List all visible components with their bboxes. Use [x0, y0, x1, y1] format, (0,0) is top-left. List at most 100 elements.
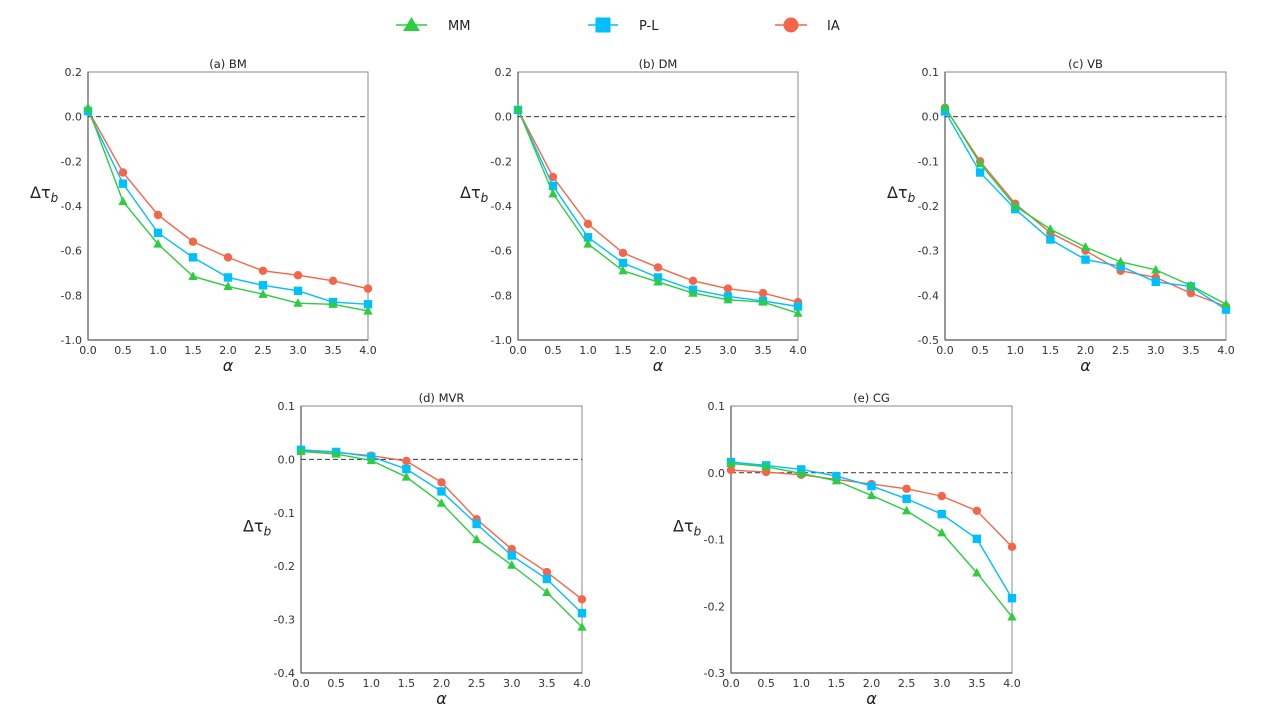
y-tick-label: -0.2 — [491, 155, 512, 168]
data-point — [975, 158, 985, 168]
panel-5: (e) CG0.10.0-0.1-0.2-0.30.0 0.5 1.0 1.5 2.0 2… — [673, 391, 1021, 708]
y-tick-label: -0.4 — [274, 667, 295, 680]
data-point — [1007, 594, 1017, 603]
data-point — [902, 484, 911, 493]
data-point — [188, 271, 198, 280]
x-tick-label: 0.5 — [327, 677, 345, 690]
data-point — [153, 228, 163, 237]
data-point — [507, 560, 517, 569]
data-point — [153, 238, 163, 248]
x-tick-label: 1.5 — [614, 344, 632, 357]
data-point — [866, 490, 877, 500]
data-point — [726, 465, 736, 475]
y-tick-label: 0.0 — [65, 111, 83, 124]
y-tick-label: -0.2 — [61, 155, 82, 168]
y-tick-label: -0.4 — [61, 200, 82, 213]
data-point — [653, 263, 663, 272]
data-point — [1221, 299, 1231, 308]
data-point — [972, 506, 982, 515]
x-tick-label: 3.0 — [503, 677, 521, 690]
x-tick-label: 0.0 — [292, 677, 310, 690]
data-point — [796, 468, 806, 478]
y-tick-label: -0.5 — [918, 334, 939, 347]
square-marker-icon — [595, 17, 611, 33]
data-point — [577, 595, 587, 604]
x-axis-label: α — [436, 689, 447, 708]
y-tick-label: 0.0 — [495, 111, 513, 124]
x-tick-label: 1.5 — [184, 344, 202, 357]
data-point — [902, 494, 911, 503]
data-point — [472, 534, 482, 544]
x-tick-label: 1.0 — [793, 677, 811, 690]
data-point — [577, 622, 587, 631]
series-mm — [513, 103, 803, 317]
x-tick-label: 1.0 — [1007, 344, 1025, 357]
data-point — [1116, 262, 1125, 271]
x-tick-label: 0.0 — [722, 677, 740, 690]
data-point — [1116, 256, 1126, 266]
data-point — [436, 498, 447, 507]
data-point — [1186, 288, 1196, 298]
data-point — [363, 300, 373, 309]
data-point — [328, 299, 338, 308]
data-point — [258, 266, 268, 275]
x-tick-label: 4.0 — [1003, 677, 1021, 690]
x-axis-label: α — [866, 689, 877, 708]
data-point — [548, 188, 558, 198]
data-point — [296, 446, 306, 455]
data-point — [363, 284, 373, 293]
data-point — [542, 587, 552, 596]
x-tick-label: 3.5 — [538, 677, 556, 690]
data-point — [258, 281, 268, 290]
x-tick-label: 3.5 — [968, 677, 986, 690]
series-line — [300, 449, 583, 600]
data-point — [437, 487, 446, 496]
y-tick-label: -1.0 — [491, 334, 512, 347]
x-axis-label: α — [1080, 356, 1091, 375]
data-point — [223, 273, 233, 282]
data-point — [761, 461, 771, 471]
x-tick-label: 2.5 — [898, 677, 916, 690]
series-pl — [726, 457, 1017, 603]
x-tick-label: 4.0 — [789, 344, 807, 357]
series-line — [944, 106, 1227, 305]
data-point — [258, 289, 268, 298]
panel-2: (b) DM0.20.0-0.2-0.4-0.6-0.8-1.00.0 0.5 1.… — [460, 57, 807, 375]
data-point — [688, 276, 698, 286]
y-tick-label: 0.0 — [708, 467, 726, 480]
x-tick-label: 4.0 — [1217, 344, 1235, 357]
series-line — [944, 107, 1227, 308]
y-tick-label: 0.0 — [278, 453, 296, 466]
data-point — [401, 472, 411, 481]
legend-entry-pl: P-L — [588, 17, 659, 34]
panel-title: (c) VB — [1068, 57, 1103, 71]
x-tick-label: 0.5 — [757, 677, 775, 690]
x-tick-label: 1.5 — [1042, 344, 1060, 357]
y-tick-label: 0.1 — [708, 400, 726, 413]
y-axis-label: Δτb — [243, 517, 272, 539]
y-axis-label: Δτb — [30, 183, 59, 205]
data-point — [937, 509, 946, 519]
panel-title: (b) DM — [639, 57, 678, 71]
data-point — [831, 475, 841, 485]
data-point — [793, 308, 803, 317]
y-tick-label: -0.3 — [918, 245, 939, 258]
data-point — [793, 302, 803, 311]
data-point — [758, 288, 768, 298]
x-tick-label: 2.0 — [433, 677, 451, 690]
legend-label-ia: IA — [827, 19, 840, 34]
y-tick-label: -0.4 — [491, 200, 512, 213]
data-point — [363, 305, 373, 315]
plot-frame — [944, 71, 1227, 341]
x-tick-label: 2.5 — [684, 344, 702, 357]
series-line — [944, 110, 1227, 311]
data-point — [1045, 224, 1055, 233]
y-tick-label: -0.6 — [61, 245, 82, 258]
x-tick-label: 3.0 — [933, 677, 951, 690]
y-axis-label: Δτb — [460, 183, 489, 205]
x-tick-label: 4.0 — [573, 677, 591, 690]
y-tick-label: -0.1 — [274, 507, 295, 520]
y-tick-label: -0.1 — [704, 534, 725, 547]
